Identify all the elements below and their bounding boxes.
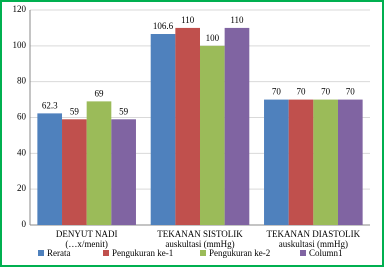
- y-tick-label: 60: [17, 112, 27, 122]
- legend-swatch: [38, 250, 44, 256]
- y-tick-label: 120: [13, 4, 27, 14]
- bar: [150, 34, 176, 226]
- bar: [200, 45, 225, 226]
- legend-label: Pengukuran ke-2: [209, 248, 270, 258]
- legend-label: Pengukuran ke-1: [112, 248, 173, 258]
- data-label: 70: [272, 87, 282, 97]
- bar: [224, 27, 250, 225]
- data-label: 70: [321, 87, 331, 97]
- y-tick-label: 0: [22, 219, 27, 229]
- y-tick-label: 80: [17, 76, 27, 86]
- data-label: 59: [119, 106, 129, 116]
- y-tick-label: 100: [13, 40, 27, 50]
- data-label: 69: [94, 88, 104, 98]
- data-label: 70: [346, 87, 356, 97]
- legend-swatch: [200, 250, 206, 256]
- x-tick-label: DENYUT NADI (…x/menit): [55, 229, 118, 249]
- data-label: 110: [181, 15, 195, 25]
- bar: [111, 119, 136, 225]
- y-tick-label: 40: [17, 147, 27, 157]
- bar: [288, 99, 314, 225]
- data-label: 70: [297, 87, 307, 97]
- data-label: 110: [230, 15, 244, 25]
- data-label: 59: [70, 106, 80, 116]
- bar: [62, 119, 87, 225]
- bar: [264, 99, 289, 225]
- legend-swatch: [300, 250, 306, 256]
- data-label: 100: [206, 33, 220, 43]
- bar: [37, 113, 63, 225]
- data-label: 62.3: [42, 100, 58, 110]
- x-tick-label: TEKANAN DIASTOLIK auskultasi (mmHg): [266, 229, 361, 249]
- legend-label: Column1: [309, 248, 343, 258]
- legend-swatch: [103, 250, 109, 256]
- bar: [313, 99, 338, 225]
- bar: [175, 27, 200, 225]
- legend-label: Rerata: [47, 248, 70, 258]
- bar: [86, 101, 112, 225]
- x-tick-label: TEKANAN SISTOLIK auskultasi (mmHg): [157, 229, 243, 249]
- data-label: 106.6: [153, 21, 174, 31]
- y-tick-label: 20: [17, 183, 27, 193]
- bar: [337, 99, 363, 225]
